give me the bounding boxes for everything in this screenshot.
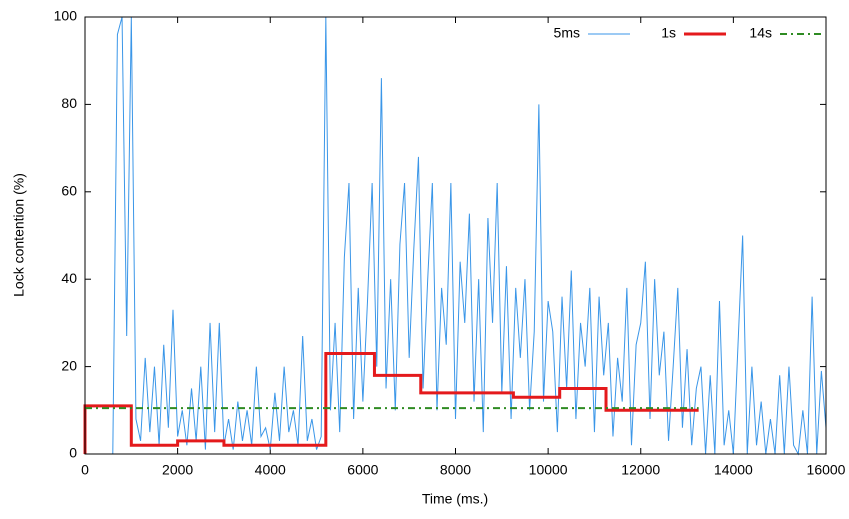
y-tick-label: 0	[69, 445, 77, 461]
x-tick-label: 6000	[347, 462, 378, 478]
legend-label: 1s	[661, 25, 676, 41]
series-line	[85, 16, 827, 456]
y-tick-label: 60	[61, 183, 77, 199]
y-axis-label: Lock contention (%)	[11, 173, 27, 297]
plot-frame	[84, 16, 827, 455]
y-tick-label: 40	[61, 270, 77, 286]
x-tick-label: 14000	[714, 462, 753, 478]
legend-label: 14s	[749, 25, 772, 41]
x-tick-label: 0	[81, 462, 89, 478]
x-tick-label: 2000	[162, 462, 193, 478]
y-tick-label: 80	[61, 95, 77, 111]
x-tick-label: 8000	[440, 462, 471, 478]
series-line	[83, 351, 699, 454]
y-tick-label: 20	[61, 357, 77, 373]
x-tick-label: 10000	[529, 462, 568, 478]
y-tick-label: 100	[54, 8, 78, 24]
legend-label: 5ms	[554, 25, 580, 41]
x-tick-label: 4000	[255, 462, 286, 478]
x-tick-label: 12000	[621, 462, 660, 478]
x-axis-label: Time (ms.)	[422, 491, 488, 507]
x-tick-label: 16000	[807, 462, 846, 478]
